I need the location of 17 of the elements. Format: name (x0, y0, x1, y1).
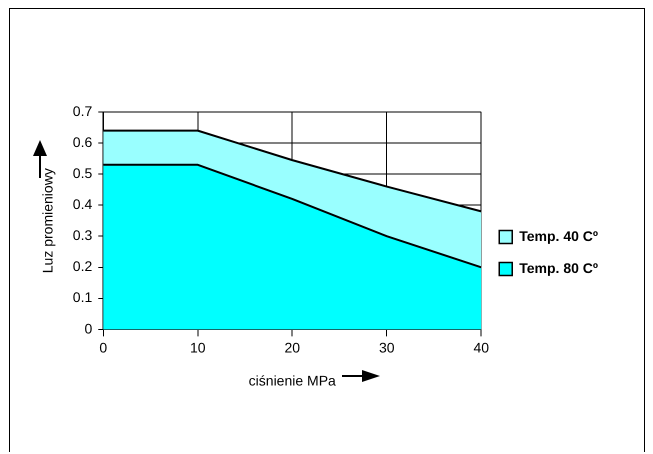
legend-label: Temp. 40 Cº (519, 228, 598, 244)
y-tick-label: 0.7 (72, 102, 92, 119)
x-tick-label: 40 (473, 340, 490, 356)
x-tick-label: 20 (284, 340, 300, 356)
y-tick-label: 0 (84, 320, 92, 336)
legend-label: Temp. 80 Cº (519, 260, 598, 276)
y-tick-label: 0.6 (72, 134, 92, 150)
y-tick-label: 0.3 (72, 227, 92, 244)
x-tick-label: 30 (378, 340, 395, 356)
y-tick-label: 0.2 (72, 258, 92, 274)
y-tick-label: 0.1 (72, 289, 92, 306)
x-tick-label: 10 (190, 340, 206, 356)
x-axis-title: ciśnienie MPa (248, 372, 336, 388)
y-tick-label: 0.4 (72, 196, 92, 212)
y-tick-label: 0.5 (72, 164, 92, 181)
y-axis-title: Luz promieniowy (39, 168, 56, 274)
x-tick-label: 0 (99, 340, 108, 356)
